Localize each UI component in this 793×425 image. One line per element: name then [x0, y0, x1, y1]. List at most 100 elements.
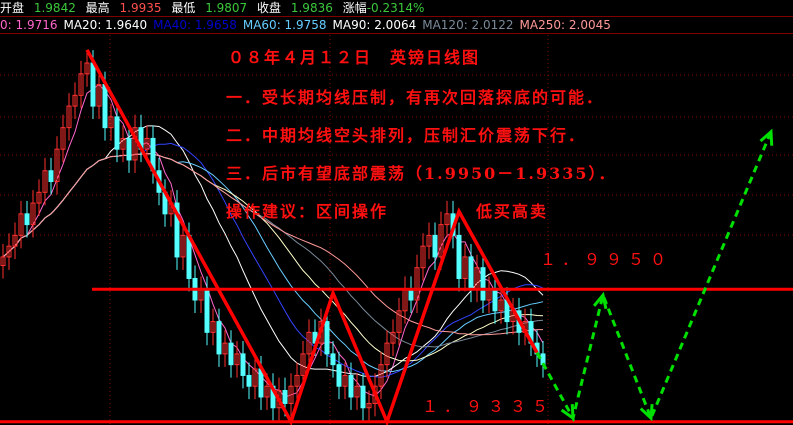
candle-body — [204, 288, 210, 333]
note-line-4b: 低买高卖 — [476, 202, 549, 221]
candle-body — [246, 374, 252, 387]
candle-body — [294, 374, 300, 387]
change-value: -0.2314% — [366, 1, 425, 15]
candle-body — [462, 256, 468, 279]
low-value: 1.9807 — [205, 1, 248, 15]
chart-title-note: ０８年４月１２日 英镑日线图 — [228, 48, 481, 67]
candle-body — [90, 62, 96, 107]
candle-body — [360, 385, 366, 409]
candle-body — [24, 213, 30, 226]
candle-body — [78, 73, 84, 96]
candle-body — [396, 310, 402, 333]
candle-body — [348, 374, 354, 398]
candle-body — [420, 245, 426, 269]
candle-body — [84, 62, 90, 75]
candle-body — [96, 84, 102, 107]
candle-body — [300, 353, 306, 376]
candle-body — [306, 331, 312, 355]
change-label: 涨幅 — [342, 1, 367, 15]
ma-legend: 0: 1.9716 MA20: 1.9640 MA40: 1.9658 MA60: 1… — [0, 17, 617, 33]
ma-legend-item: 0: 1.9716 — [0, 18, 58, 32]
candle-body — [282, 390, 288, 404]
candle-body — [468, 256, 474, 290]
candle-body — [426, 234, 432, 247]
arrow-head — [592, 291, 608, 310]
candle-body — [66, 105, 72, 129]
candle-body — [498, 299, 504, 312]
candle-body — [54, 148, 60, 183]
candle-body — [354, 385, 360, 398]
projection-path — [535, 131, 773, 423]
high-value: 1.9935 — [119, 1, 162, 15]
arrow-head — [560, 404, 575, 422]
candle-body — [108, 116, 114, 129]
candle-body — [366, 402, 372, 409]
trend-zigzag — [85, 49, 539, 425]
candle-body — [252, 368, 258, 387]
close-value: 1.9836 — [290, 1, 333, 15]
ma-legend-item: MA60: 1.9758 — [242, 18, 327, 32]
candle-body — [222, 342, 228, 355]
legend-divider — [0, 33, 793, 34]
candle-body — [42, 170, 48, 193]
ma-line — [2, 153, 544, 336]
candle-body — [336, 364, 342, 387]
candle-body — [324, 321, 330, 355]
candle-body — [432, 234, 438, 258]
candle-body — [120, 137, 126, 150]
candle-body — [102, 84, 108, 129]
candle-body — [414, 267, 420, 301]
note-line-1: 一．受长期均线压制，有再次回落探底的可能． — [226, 88, 605, 107]
close-label: 收盘 — [257, 1, 282, 15]
candle-body — [210, 321, 216, 333]
note-line-2: 二．中期均线空头排列，压制汇价震荡下行． — [226, 126, 587, 145]
level-high-label: １．９９５０ — [540, 250, 673, 269]
open-value: 1.9842 — [33, 1, 76, 15]
candle-body — [444, 213, 450, 226]
candle-body — [114, 116, 120, 150]
candle-body — [234, 353, 240, 366]
ma-legend-item: MA20: 1.9640 — [63, 18, 148, 32]
arrow-head — [759, 128, 774, 146]
candle-body — [126, 137, 132, 161]
candle-body — [330, 353, 336, 366]
candle-body — [0, 256, 6, 267]
ma-legend-item: MA250: 2.0045 — [519, 18, 611, 32]
candle-body — [48, 170, 54, 183]
candle-body — [12, 234, 18, 247]
ma-legend-item: MA120: 2.0122 — [422, 18, 514, 32]
candle-body — [228, 342, 234, 366]
ma-legend-item: MA40: 1.9658 — [153, 18, 237, 32]
candle-body — [6, 245, 12, 258]
arrow-head — [639, 404, 654, 422]
candle-body — [60, 127, 66, 150]
candle-body — [456, 234, 462, 279]
candle-body — [216, 321, 222, 355]
header-divider — [0, 16, 793, 17]
note-line-3: 三．后市有望底部震荡（1.9950－1.9335）． — [226, 164, 617, 183]
candle-body — [72, 94, 78, 107]
candle-body — [492, 288, 498, 312]
candle-body — [18, 213, 24, 236]
level-low-label: １．９３３５ — [422, 397, 555, 416]
candle-body — [408, 288, 414, 301]
candle-body — [144, 137, 150, 150]
ma-legend-item: MA90: 2.0064 — [332, 18, 417, 32]
candle-body — [288, 385, 294, 404]
candle-body — [384, 342, 390, 366]
high-label: 最高 — [85, 1, 110, 15]
candle-body — [36, 191, 42, 204]
candle-body — [390, 331, 396, 344]
candle-body — [264, 385, 270, 398]
candle-body — [180, 234, 186, 258]
candle-body — [174, 202, 180, 258]
candle-body — [438, 224, 444, 258]
candle-body — [240, 353, 246, 376]
candle-body — [30, 202, 36, 226]
note-line-4: 操作建议：区间操作 — [226, 202, 389, 221]
quote-header: 开盘 1.9842 最高 1.9935 最低 1.9807 收盘 1.9836 … — [0, 0, 430, 16]
candle-body — [480, 267, 486, 301]
open-label: 开盘 — [0, 1, 25, 15]
candle-body — [342, 374, 348, 387]
